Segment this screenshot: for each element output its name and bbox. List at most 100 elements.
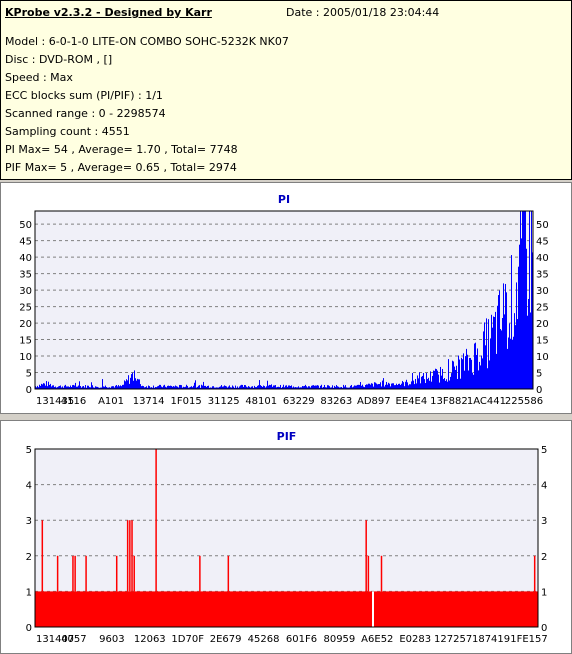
pi-bar — [346, 387, 347, 389]
pi-bar — [466, 348, 467, 389]
pif-bar — [367, 555, 370, 592]
pi-bar — [134, 370, 135, 389]
pi-bar — [310, 387, 311, 389]
pi-bar — [112, 386, 113, 389]
pi-bar — [405, 381, 406, 389]
pi-bar — [208, 385, 209, 389]
pi-bar — [476, 354, 477, 389]
pi-bar — [75, 382, 76, 389]
pi-bar — [320, 385, 321, 389]
pi-bar — [332, 385, 333, 389]
pi-bar — [164, 384, 165, 389]
pi-bar — [237, 386, 238, 389]
pi-bar — [301, 387, 302, 389]
pi-bar — [59, 385, 60, 389]
pi-bar — [326, 387, 327, 389]
pi-bar — [327, 385, 328, 389]
model-line: Model : 6-0-1-0 LITE-ON COMBO SOHC-5232K… — [5, 35, 289, 48]
pi-bar — [494, 316, 495, 389]
pi-bar — [485, 345, 486, 389]
pi-bar — [357, 384, 358, 389]
pi-bar — [198, 385, 199, 389]
pi-bar — [132, 372, 133, 389]
y-tick-label-right: 30 — [536, 286, 549, 297]
x-tick-label: 48101 — [245, 396, 277, 407]
y-tick-label-right: 20 — [536, 319, 549, 330]
pi-bar — [138, 379, 139, 389]
pi-bar — [90, 387, 91, 389]
pi-bar — [297, 387, 298, 389]
pi-bar — [270, 385, 271, 389]
pi-bar — [478, 370, 479, 389]
pi-bar — [77, 386, 78, 389]
pi-bar — [210, 387, 211, 389]
pi-bar — [125, 381, 126, 389]
pi-bar — [443, 379, 444, 389]
pi-bar — [287, 386, 288, 389]
pi-bar — [497, 305, 498, 389]
pi-bar — [313, 385, 314, 389]
pi-bar — [137, 378, 138, 389]
pi-bar — [263, 385, 264, 389]
pi-bar — [289, 385, 290, 389]
y-tick-label-left: 35 — [19, 270, 32, 281]
pi-bar — [477, 348, 478, 389]
pi-bar — [48, 381, 49, 389]
pi-bar — [520, 211, 521, 389]
pi-bar — [391, 383, 392, 389]
pi-bar — [42, 384, 43, 389]
pif-bar — [56, 555, 59, 592]
pi-bar — [107, 387, 108, 389]
y-tick-label-right: 35 — [536, 270, 549, 281]
pi-bar — [336, 385, 337, 389]
pi-bar — [440, 366, 441, 389]
pi-bar — [221, 385, 222, 389]
y-tick-label-left: 1 — [26, 587, 32, 598]
pi-bar — [321, 384, 322, 389]
pi-bar — [393, 383, 394, 389]
pi-bar — [281, 387, 282, 389]
pi-bar — [353, 386, 354, 389]
pif-bar — [115, 555, 118, 592]
pi-bar — [347, 387, 348, 389]
pi-bar — [275, 385, 276, 389]
pi-bar — [68, 386, 69, 389]
pi-bar — [177, 386, 178, 389]
pi-bar — [522, 211, 523, 389]
pi-bar — [420, 383, 421, 389]
pif-bar — [126, 520, 129, 592]
pi-bar — [459, 359, 460, 389]
pi-bar — [108, 387, 109, 389]
pi-bar — [99, 387, 100, 389]
pi-bar — [56, 387, 57, 389]
pi-bar — [510, 338, 511, 389]
pi-bar — [381, 386, 382, 389]
pi-bar — [171, 385, 172, 389]
pi-bar — [184, 387, 185, 389]
pi-bar — [44, 383, 45, 389]
pi-bar — [412, 372, 413, 389]
pi-bar — [274, 385, 275, 389]
pi-bar — [273, 385, 274, 389]
pi-bar — [527, 315, 528, 389]
pi-bar — [160, 384, 161, 389]
pi-bar — [418, 378, 419, 389]
pi-bar — [255, 387, 256, 389]
pi-bar — [342, 387, 343, 389]
pi-bar — [457, 378, 458, 389]
y-tick-label-left: 20 — [19, 319, 32, 330]
pi-bar — [249, 386, 250, 389]
pi-bar — [179, 384, 180, 389]
y-tick-label-right: 5 — [536, 369, 542, 380]
pif-bar — [227, 555, 230, 592]
y-tick-label-right: 15 — [536, 336, 549, 347]
pi-bar — [319, 387, 320, 389]
x-tick-label: 1D70F — [171, 634, 204, 645]
pi-bar — [272, 386, 273, 389]
y-tick-label-right: 4 — [541, 481, 547, 492]
pi-bar — [390, 386, 391, 389]
pi-bar — [212, 386, 213, 389]
pi-bar — [43, 383, 44, 389]
pi-bar — [486, 318, 487, 389]
pi-bar — [262, 386, 263, 389]
